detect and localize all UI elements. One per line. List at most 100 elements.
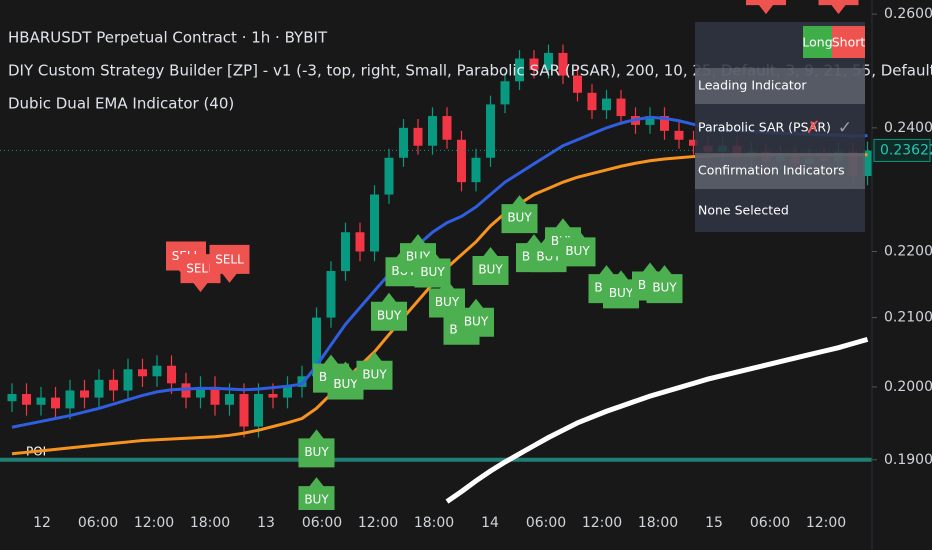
candle-body (529, 58, 539, 70)
x-tick-label: 12:00 (806, 515, 846, 531)
candle-body (544, 52, 553, 70)
candle-body (457, 139, 466, 183)
candle-body (239, 394, 249, 427)
table-cell: Leading Indicator (698, 78, 807, 93)
candle-body (196, 386, 205, 398)
buy-label: BUY (333, 377, 358, 391)
last-price-box (873, 138, 931, 162)
signal: BUY (298, 429, 335, 468)
signal: SELL (818, 0, 859, 15)
buy-signal (429, 279, 465, 318)
x-tick-label: 12:00 (582, 515, 622, 531)
x-tick-label: 15 (705, 515, 723, 531)
candle-body (7, 394, 17, 402)
candle-body (442, 116, 452, 140)
candle-body (355, 232, 365, 252)
candle-body (674, 130, 684, 140)
candle-body (587, 92, 597, 111)
candle-body (51, 397, 60, 409)
candle-body (268, 394, 278, 398)
buy-signal (603, 270, 639, 309)
candle-body (515, 58, 524, 82)
buy-label: BUY (652, 281, 677, 295)
signal: BUY (414, 249, 451, 288)
buy-label: BUY (507, 211, 532, 225)
buy-signal (298, 429, 335, 468)
signal: BUY (356, 351, 393, 390)
x-tick-label: 12 (33, 515, 51, 531)
candle-body (210, 386, 220, 405)
x-tick-label: 14 (481, 515, 499, 531)
signal: BUY (603, 270, 639, 309)
candle-body (326, 270, 336, 318)
candle-body (413, 127, 423, 146)
table-status: ✗ (806, 118, 820, 138)
buy-label: BUY (304, 445, 329, 459)
signal: BUY (458, 298, 494, 337)
candle-body (399, 127, 408, 158)
candle-body (384, 157, 394, 195)
candle-body (602, 98, 611, 111)
candle-body (254, 394, 263, 427)
candle-body (36, 397, 46, 405)
buy-label: BUY (362, 367, 387, 381)
candle-body (689, 139, 698, 146)
buy-signal (298, 477, 335, 510)
short-cell (832, 26, 865, 58)
x-tick-label: 06:00 (78, 515, 118, 531)
chart-title: HBARUSDT Perpetual Contract · 1h · BYBIT (8, 29, 328, 47)
long-cell (803, 26, 832, 58)
candle-body (22, 394, 31, 405)
table-cell: None Selected (698, 203, 789, 218)
buy-label: BUY (565, 244, 590, 258)
candle-body (616, 98, 626, 117)
sell-label: SELL (215, 252, 244, 266)
table-cell: Parabolic SAR (PSAR) (698, 120, 831, 135)
table-row-bg (695, 153, 865, 189)
y-tick-label: 0.19000 (884, 452, 932, 468)
candle-body (428, 116, 437, 146)
table-cell: Confirmation Indicators (698, 163, 845, 178)
signal: BUY (327, 361, 364, 400)
candle-body (65, 390, 75, 409)
candle-body (312, 317, 321, 377)
signal: BUY (646, 265, 683, 304)
table-row-bg (695, 68, 865, 104)
candle-body (863, 150, 872, 177)
buy-label: BUY (435, 295, 460, 309)
table-header: Short (832, 35, 866, 50)
signal: BUY (501, 195, 538, 234)
buy-label: BUY (478, 262, 503, 276)
sell-label: SELL (186, 262, 215, 276)
table-status: ✓ (838, 118, 852, 138)
candle-body (297, 376, 307, 387)
x-tick-label: 18:00 (638, 515, 678, 531)
candle-body (80, 390, 89, 398)
candle-body (500, 81, 510, 105)
x-tick-label: 06:00 (750, 515, 790, 531)
ema-line (445, 336, 869, 504)
candle-body (645, 116, 655, 125)
buy-signal (414, 249, 451, 288)
signal: BUY (371, 292, 407, 331)
buy-signal (501, 195, 538, 234)
candle-body (471, 157, 481, 183)
buy-signal (472, 246, 509, 285)
buy-label: BUY (609, 286, 634, 300)
buy-label: BUY (464, 314, 489, 328)
table-header: Long (802, 35, 832, 50)
buy-signal (458, 298, 494, 337)
candle-body (123, 369, 133, 391)
candle-body (109, 379, 118, 391)
x-tick-label: 13 (257, 515, 275, 531)
buy-label: BUY (304, 493, 329, 507)
candle-body (660, 116, 669, 131)
signal: BUY (559, 228, 596, 267)
candle-body (152, 365, 162, 377)
last-price-label: 0.23622 (880, 142, 932, 158)
